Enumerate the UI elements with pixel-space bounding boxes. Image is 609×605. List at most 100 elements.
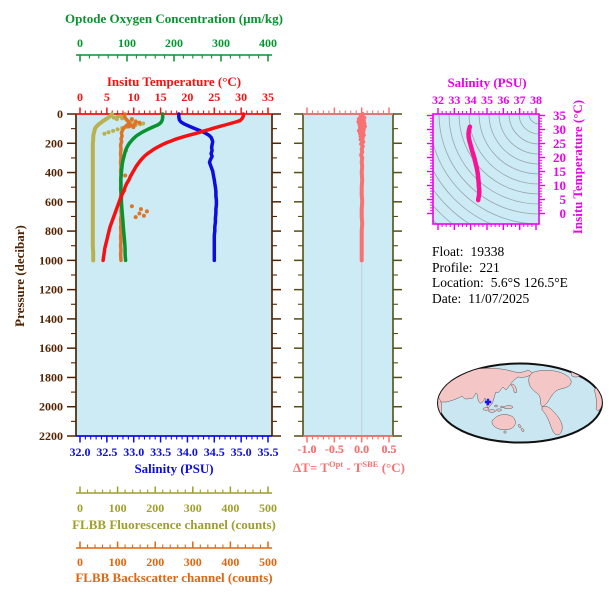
- delta-t-plot-area: [303, 114, 393, 436]
- map-land-new-zealand: [517, 423, 525, 433]
- svg-text:20: 20: [181, 90, 193, 104]
- svg-text:36: 36: [497, 93, 509, 107]
- map-land-island: [500, 405, 504, 409]
- svg-text:15: 15: [155, 90, 167, 104]
- backscatter-scatter-point: [144, 209, 149, 214]
- svg-text:37: 37: [514, 93, 526, 107]
- svg-text:300: 300: [212, 36, 230, 50]
- backscatter-scatter-point: [137, 120, 142, 125]
- svg-text:400: 400: [45, 166, 63, 180]
- map-land-tasmania: [503, 430, 507, 434]
- svg-text:30: 30: [235, 90, 247, 104]
- svg-text:1600: 1600: [39, 341, 63, 355]
- svg-text:0: 0: [77, 501, 83, 515]
- svg-text:300: 300: [184, 501, 202, 515]
- main-plot-area: [76, 114, 272, 436]
- svg-text:1200: 1200: [39, 283, 63, 297]
- backscatter-scatter-point: [141, 213, 146, 218]
- svg-text:35: 35: [553, 108, 567, 123]
- float-info: Float: 19338 Profile: 221 Location: 5.6°S 1…: [432, 244, 568, 306]
- backscatter-scatter-point: [129, 117, 134, 122]
- svg-text:400: 400: [259, 36, 277, 50]
- ts-temperature-axis-title: Insitu Temperature (°C): [570, 99, 585, 235]
- svg-text:32.5: 32.5: [96, 445, 117, 459]
- svg-text:25: 25: [208, 90, 220, 104]
- profile-label: Profile:: [432, 259, 473, 275]
- date-value: 11/07/2025: [468, 290, 530, 306]
- backscatter-scatter-point: [131, 125, 136, 130]
- delta-t-title-sup-opt: Opt: [328, 459, 344, 469]
- svg-text:0: 0: [560, 206, 567, 221]
- oxygen-curve: [119, 112, 165, 263]
- ts-salinity-axis-title: Salinity (PSU): [447, 75, 527, 90]
- svg-text:1800: 1800: [39, 370, 63, 384]
- svg-text:10: 10: [128, 90, 140, 104]
- svg-text:35: 35: [262, 90, 274, 104]
- delta-t-title-pre: ΔT= T: [293, 460, 329, 475]
- backscatter-scatter-point: [123, 173, 128, 178]
- delta-t-axis-title: ΔT= TOpt - TSBE (°C): [293, 457, 405, 475]
- t-s-curve-curve: [466, 124, 482, 203]
- salinity-axis-title: Salinity (PSU): [134, 461, 214, 476]
- location-label: Location:: [432, 275, 484, 290]
- svg-text:10: 10: [553, 178, 566, 193]
- map-land-australia: [491, 414, 516, 430]
- map-land-island: [494, 404, 498, 408]
- map-land-north-america: [528, 370, 572, 407]
- profile-number: 221: [479, 259, 500, 275]
- svg-text:400: 400: [221, 555, 239, 569]
- fluorescence-axis-title: FLBB Fluorescence channel (counts): [72, 517, 276, 532]
- svg-text:33.5: 33.5: [150, 445, 171, 459]
- svg-text:34.5: 34.5: [204, 445, 225, 459]
- backscatter-scatter-point: [132, 121, 137, 126]
- svg-text:5: 5: [104, 90, 110, 104]
- backscatter-scatter-point: [129, 204, 134, 209]
- oxygen-axis-title: Optode Oxygen Concentration (μm/kg): [65, 11, 283, 26]
- svg-text:0: 0: [77, 36, 83, 50]
- svg-text:1400: 1400: [39, 312, 63, 326]
- map-land-europe: [587, 373, 597, 379]
- map-land-island: [496, 408, 502, 412]
- svg-text:0.5: 0.5: [382, 442, 397, 456]
- svg-text:-0.5: -0.5: [325, 442, 344, 456]
- svg-text:35.0: 35.0: [231, 445, 252, 459]
- svg-text:200: 200: [146, 501, 164, 515]
- map-land-new-guinea: [503, 405, 514, 409]
- delta-t-title-mid: - T: [343, 460, 363, 475]
- svg-text:1000: 1000: [39, 253, 63, 267]
- float-location-marker: [484, 398, 492, 406]
- temperature-curve: [101, 112, 246, 263]
- svg-text:33.0: 33.0: [123, 445, 144, 459]
- svg-text:35.5: 35.5: [258, 445, 279, 459]
- svg-text:35: 35: [481, 93, 493, 107]
- map-land-island: [488, 409, 496, 413]
- svg-text:2200: 2200: [39, 429, 63, 443]
- svg-text:-1.0: -1.0: [298, 442, 317, 456]
- svg-text:100: 100: [109, 501, 127, 515]
- pressure-axis-title: Pressure (decibar): [12, 225, 27, 327]
- svg-text:2000: 2000: [39, 400, 63, 414]
- svg-text:200: 200: [45, 136, 63, 150]
- svg-text:800: 800: [45, 224, 63, 238]
- svg-text:5: 5: [560, 192, 567, 207]
- backscatter-scatter-point: [138, 207, 143, 212]
- map-land-island: [482, 407, 490, 411]
- temperature-axis-title: Insitu Temperature (°C): [106, 74, 242, 89]
- delta-t-curve: [356, 112, 367, 263]
- svg-text:200: 200: [146, 555, 164, 569]
- map-land-south-america: [541, 406, 563, 436]
- svg-text:-1.0: -1.0: [298, 442, 317, 456]
- float-number: 19338: [470, 244, 505, 259]
- svg-text:100: 100: [109, 555, 127, 569]
- fluorescence-scatter-point: [141, 121, 146, 126]
- fluorescence-scatter-point: [111, 115, 116, 120]
- location-value: 5.6°S 126.5°E: [490, 275, 568, 290]
- svg-text:200: 200: [165, 36, 183, 50]
- fluorescence-curve: [90, 112, 114, 263]
- svg-text:300: 300: [184, 555, 202, 569]
- map-land-eurasia: [438, 368, 534, 409]
- svg-text:30: 30: [553, 122, 566, 137]
- svg-text:0: 0: [57, 107, 63, 121]
- svg-text:600: 600: [45, 195, 63, 209]
- svg-text:500: 500: [259, 501, 277, 515]
